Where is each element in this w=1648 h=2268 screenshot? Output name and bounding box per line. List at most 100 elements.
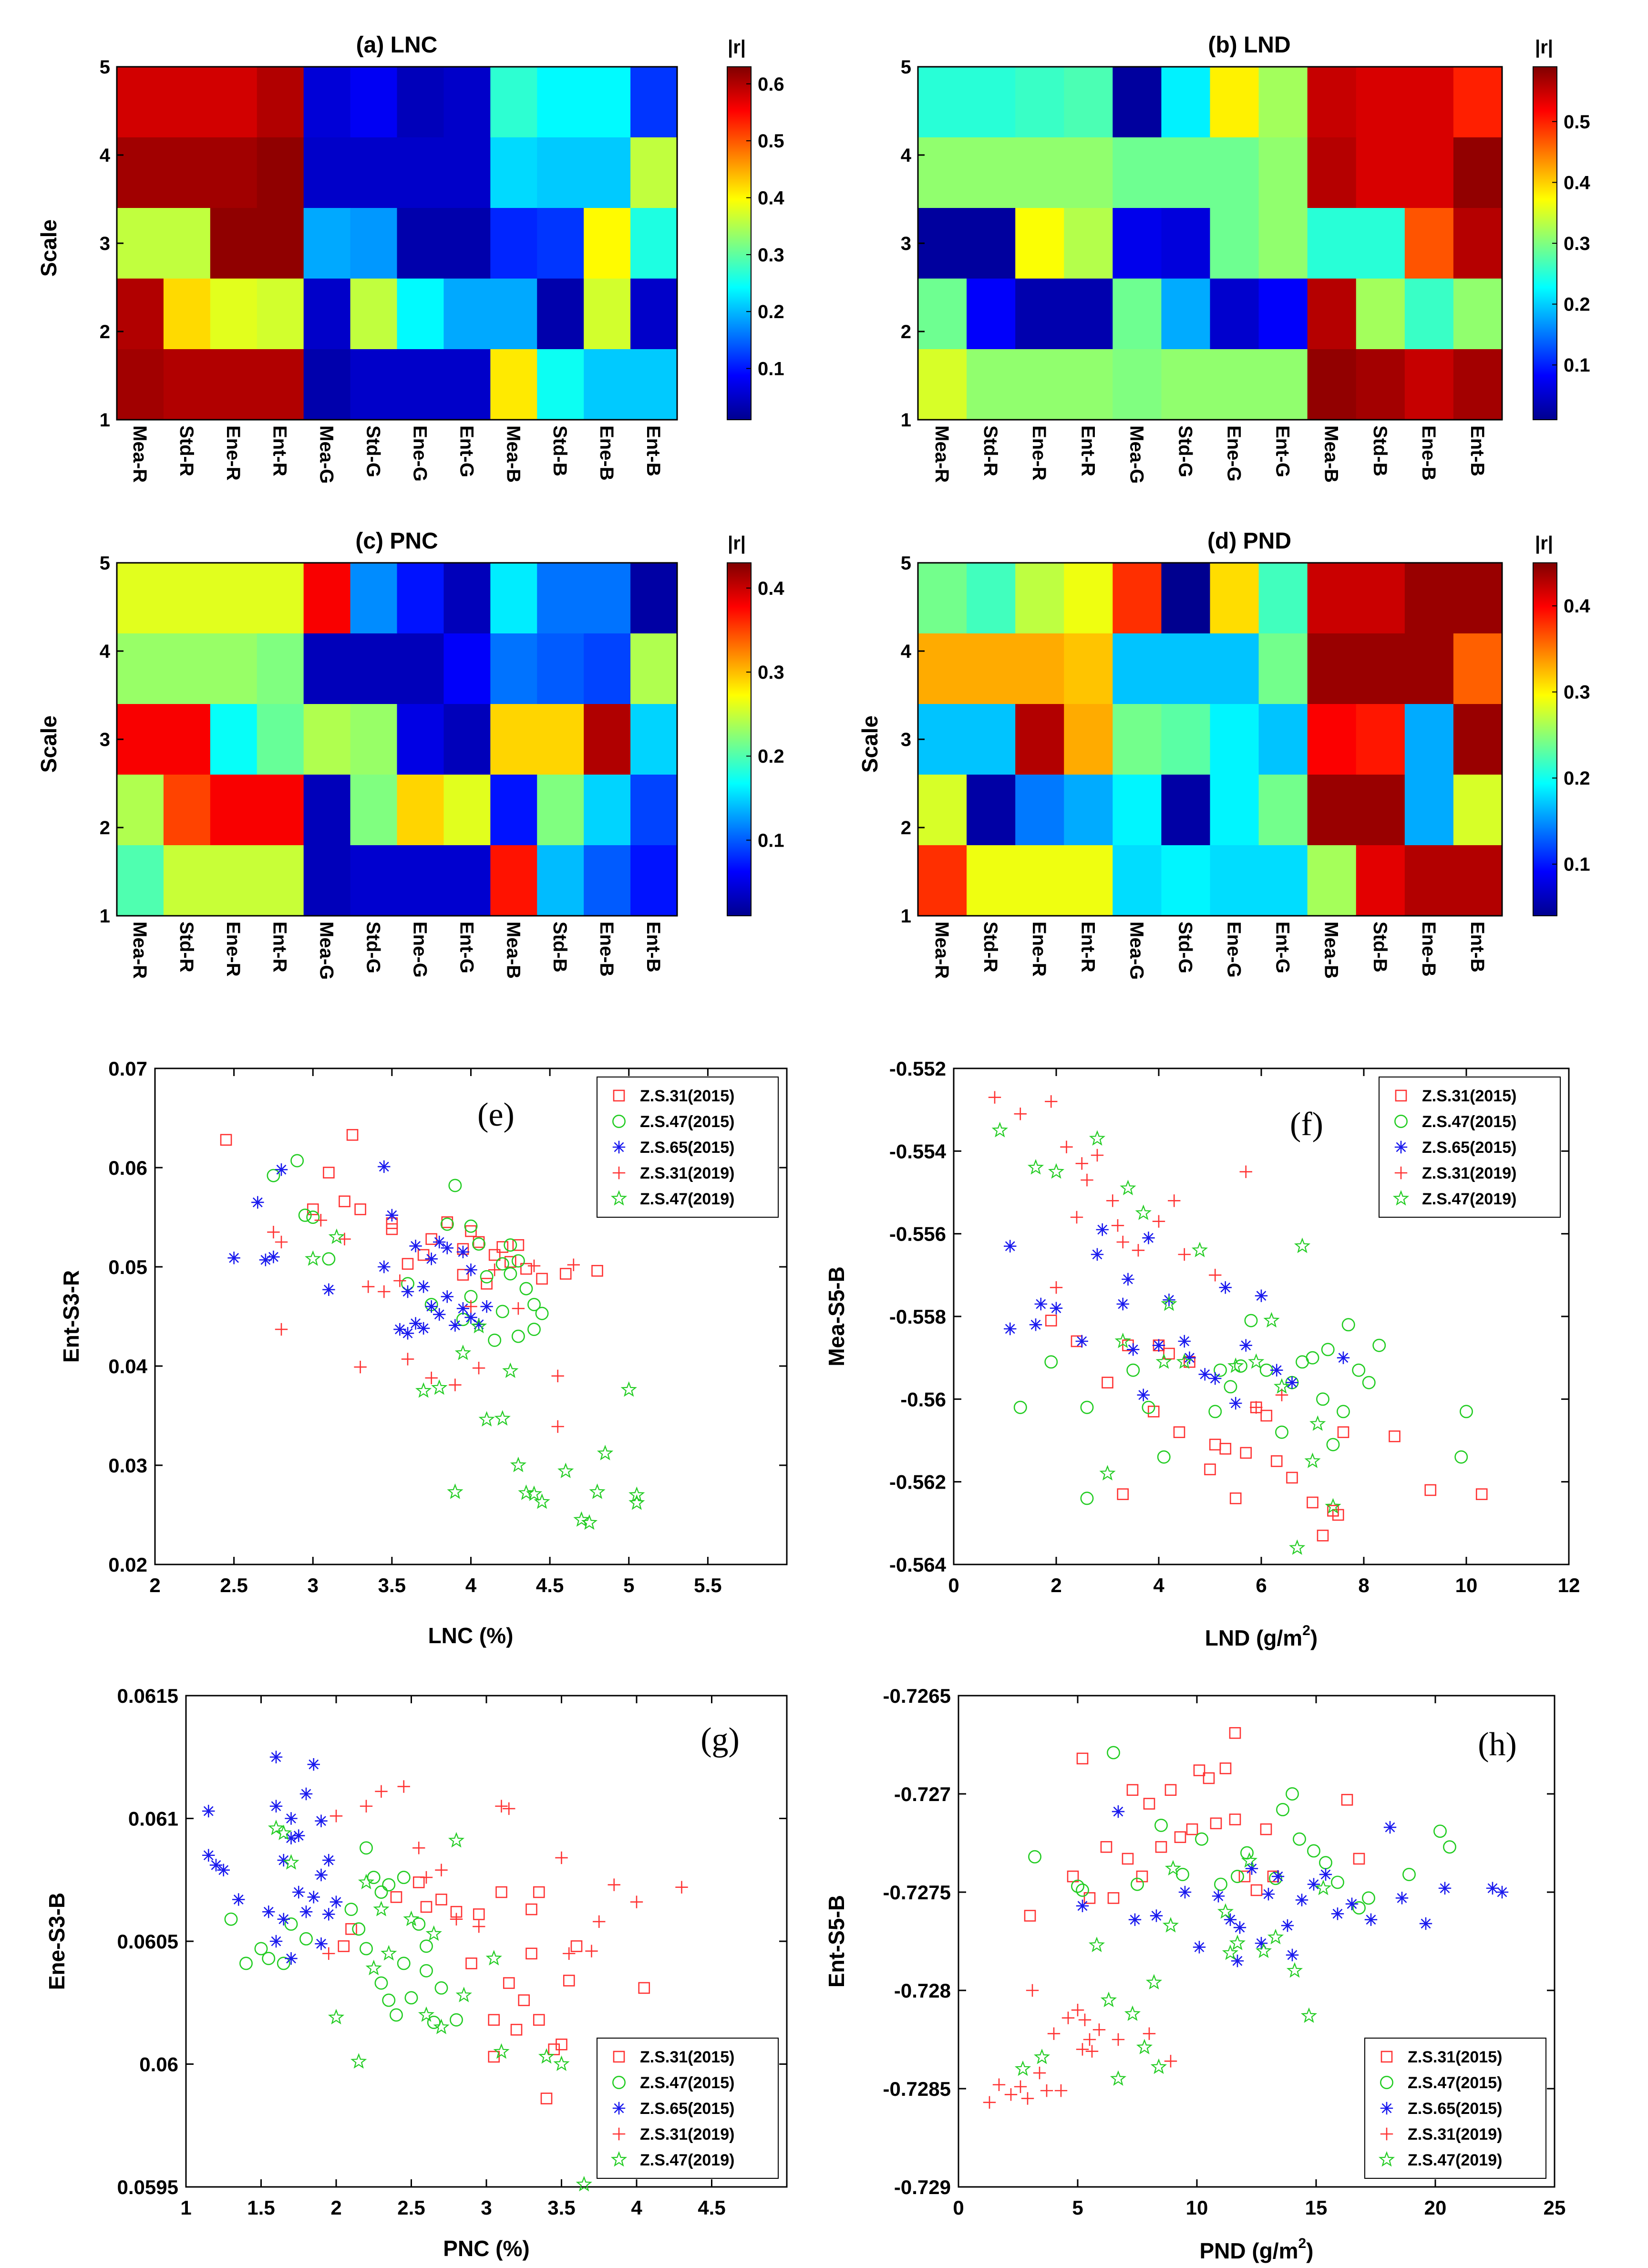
data-point — [298, 1208, 312, 1222]
heatmap-cell-scale2-col8 — [1258, 775, 1308, 846]
data-point — [1217, 1903, 1234, 1919]
data-point — [1307, 1496, 1318, 1509]
heatmap-cell-scale4-col6 — [350, 633, 398, 704]
data-point — [1100, 1841, 1112, 1853]
heatmap-cell-scale3-col11 — [584, 208, 631, 279]
data-point — [570, 1940, 583, 1952]
heatmap-cell-scale5-col7 — [397, 67, 444, 138]
data-point — [1028, 1850, 1041, 1864]
data-point — [322, 1908, 335, 1921]
data-point — [1325, 1498, 1341, 1514]
scatter-panel-f: (f) 0 2 4 6 8 10 12 -0.564 -0.562 -0.56 -0.558 -0.5… — [824, 1057, 1580, 1650]
data-point — [1262, 1887, 1275, 1901]
heatmap-cell-scale4-col12 — [1453, 633, 1503, 704]
data-point — [251, 1196, 264, 1209]
heatmap-cell-scale4-col5 — [1112, 137, 1162, 208]
data-point — [354, 1203, 366, 1215]
data-point — [417, 1322, 430, 1335]
heatmap-cell-scale2-col9 — [1307, 279, 1357, 350]
heatmap-cell-scale3-col7 — [397, 208, 444, 279]
data-point — [1239, 1339, 1252, 1352]
heatmap-cell-scale5-col5 — [1112, 563, 1162, 634]
data-point — [1076, 1883, 1089, 1897]
data-point — [1150, 2058, 1167, 2074]
legend-marker — [612, 2076, 626, 2089]
heatmap-cell-scale5-col1 — [117, 67, 164, 138]
heatmap-cell-scale5-col2 — [967, 67, 1016, 138]
data-point — [1372, 1338, 1386, 1352]
heatmap-cell-scale1-col10 — [1356, 349, 1405, 420]
heatmap-cell-scale3-col10 — [1356, 704, 1405, 775]
heatmap-cell-scale2-col1 — [117, 279, 164, 350]
data-point — [323, 1167, 335, 1179]
x-axis-label-main: PND (g/m — [1199, 2238, 1298, 2263]
data-point — [1224, 1380, 1237, 1394]
x-category-label: Ene-B — [596, 425, 617, 481]
data-point — [378, 1260, 391, 1274]
data-point — [382, 1993, 396, 2007]
series-2 — [1028, 1746, 1456, 1915]
heatmap-cell-scale3-col3 — [210, 704, 258, 775]
colorbar-tick-label: 0.2 — [758, 301, 784, 322]
heatmap-cell-scale5-col11 — [1404, 563, 1454, 634]
data-point — [275, 1824, 292, 1840]
colorbar-tick-label: 0.4 — [1564, 172, 1590, 193]
data-point — [1212, 1890, 1225, 1903]
y-tick-label: -0.7265 — [883, 1685, 951, 1707]
data-point — [1345, 1897, 1359, 1910]
data-point — [597, 1445, 614, 1460]
series-3 — [227, 1160, 493, 1340]
colorbar-tick-label: 0.1 — [758, 830, 784, 851]
legend-entry: Z.S.31(2015) — [640, 2048, 734, 2066]
legend-marker — [1380, 2051, 1393, 2063]
x-tick-label: 2 — [330, 2196, 341, 2219]
data-point — [1364, 1913, 1378, 1926]
heatmap-cell-scale4-col3 — [1015, 137, 1064, 208]
data-point — [420, 1939, 433, 1953]
data-point — [412, 1876, 425, 1888]
x-tick-label: 0 — [948, 1574, 959, 1596]
data-point — [495, 1800, 508, 1812]
data-point — [269, 1935, 283, 1948]
data-point — [1332, 1509, 1344, 1521]
data-point — [1233, 1921, 1246, 1934]
data-point — [1071, 1879, 1084, 1893]
data-point — [630, 1895, 643, 1908]
data-point — [401, 1353, 414, 1366]
data-point — [322, 1854, 335, 1867]
data-point — [1112, 2033, 1125, 2046]
y-tick-label: 2 — [100, 321, 110, 342]
heatmap-cell-scale5-col2 — [163, 67, 211, 138]
data-point — [1150, 1909, 1163, 1922]
legend-entry: Z.S.47(2015) — [640, 2074, 734, 2092]
data-point — [512, 1302, 525, 1315]
heatmap-cell-scale5-col2 — [163, 563, 211, 634]
data-point — [1389, 1430, 1401, 1442]
data-point — [441, 1290, 454, 1303]
heatmap-cell-scale5-col10 — [1356, 67, 1405, 138]
legend-marker — [613, 1089, 625, 1102]
y-tick-label: 2 — [100, 818, 110, 839]
legend-marker — [613, 2051, 625, 2063]
data-point — [1219, 1762, 1232, 1774]
heatmap-cell-scale5-col8 — [443, 67, 491, 138]
data-point — [1122, 1273, 1134, 1286]
y-tick-label: 3 — [100, 233, 110, 254]
legend-marker — [612, 1166, 626, 1180]
data-point — [393, 1323, 406, 1336]
data-point — [1085, 2045, 1099, 2058]
y-axis-label: Scale — [36, 715, 61, 773]
data-point — [1081, 1173, 1093, 1187]
data-point — [1309, 1415, 1326, 1431]
heatmap-cell-scale4-col2 — [967, 633, 1016, 704]
x-tick-label: 3.5 — [378, 1574, 406, 1596]
data-point — [425, 1300, 438, 1313]
data-point — [290, 1154, 304, 1168]
data-point — [403, 1910, 420, 1926]
data-point — [315, 1814, 328, 1827]
data-point — [1076, 1752, 1089, 1765]
heatmap-cell-scale1-col9 — [490, 845, 537, 916]
data-point — [1147, 1406, 1160, 1418]
heatmap-cell-scale1-col11 — [1404, 349, 1454, 420]
heatmap-cell-scale5-col5 — [303, 67, 351, 138]
